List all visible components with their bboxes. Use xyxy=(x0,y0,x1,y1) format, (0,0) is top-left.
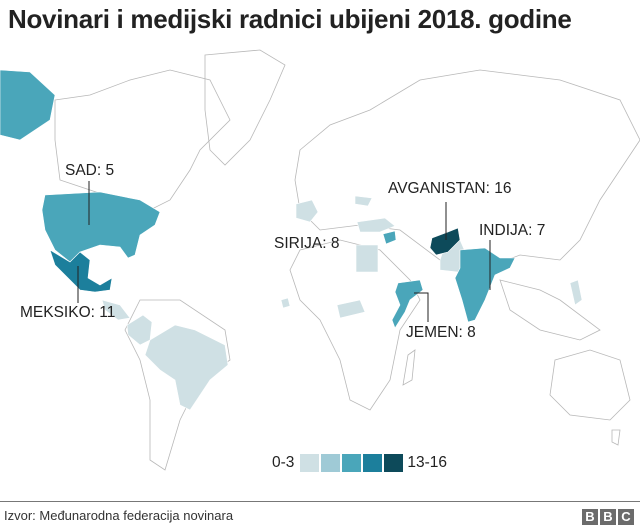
region-brazil xyxy=(144,324,229,411)
africa-outline xyxy=(289,239,421,411)
legend-max-label: 13-16 xyxy=(407,454,448,471)
greenland-outline xyxy=(204,49,286,166)
region-yemen-somalia xyxy=(391,279,424,329)
legend-swatch-4 xyxy=(363,454,383,472)
label-indija: INDIJA: 7 xyxy=(479,222,546,239)
region-philippines xyxy=(569,279,583,306)
world-map xyxy=(0,49,640,471)
region-sierra-leone xyxy=(280,297,291,309)
region-colombia xyxy=(126,314,153,346)
region-ukraine-area xyxy=(354,195,373,207)
region-egypt xyxy=(355,244,379,273)
label-meksiko: MEKSIKO: 11 xyxy=(20,304,116,321)
region-drc-area xyxy=(336,299,366,319)
bbc-logo-b1: B xyxy=(582,509,598,525)
southeast-asia-outline xyxy=(499,279,601,341)
region-central-america xyxy=(101,299,131,321)
bbc-logo: B B C xyxy=(582,509,634,525)
leader-jemen xyxy=(414,292,429,322)
label-jemen: JEMEN: 8 xyxy=(406,324,476,341)
footer-divider xyxy=(0,501,640,502)
eurasia-outline xyxy=(294,69,640,271)
region-usa xyxy=(41,191,161,263)
legend-swatch-3 xyxy=(342,454,362,472)
source-text: Izvor: Međunarodna federacija novinara xyxy=(4,508,234,523)
madagascar-outline xyxy=(402,349,416,386)
chart-title: Novinari i medijski radnici ubijeni 2018… xyxy=(8,4,572,34)
legend-min-label: 0-3 xyxy=(272,454,295,471)
region-france xyxy=(295,199,319,223)
region-turkey xyxy=(356,217,396,233)
tasmania-outline xyxy=(611,429,621,446)
legend-swatch-2 xyxy=(321,454,341,472)
bbc-logo-c: C xyxy=(618,509,634,525)
region-alaska xyxy=(0,69,56,141)
australia-outline xyxy=(549,349,631,421)
label-avganistan: AVGANISTAN: 16 xyxy=(388,180,512,197)
south-america-outline xyxy=(124,299,231,471)
color-legend: 0-3 13-16 xyxy=(272,454,447,472)
legend-swatch-1 xyxy=(300,454,320,472)
label-sirija: SIRIJA: 8 xyxy=(274,235,340,252)
region-mexico xyxy=(49,249,113,293)
legend-swatch-5 xyxy=(384,454,404,472)
region-afghanistan xyxy=(429,227,461,256)
bbc-logo-b2: B xyxy=(600,509,616,525)
label-sad: SAD: 5 xyxy=(65,162,115,179)
canada-outline xyxy=(54,69,231,211)
region-syria xyxy=(382,230,397,245)
region-india xyxy=(454,247,516,323)
